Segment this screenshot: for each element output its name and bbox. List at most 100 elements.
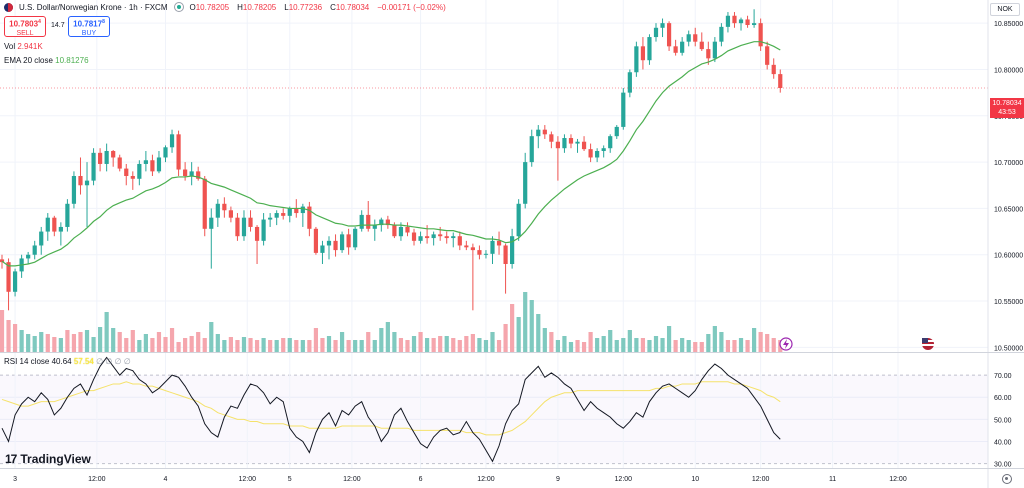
candle-body <box>294 208 299 214</box>
volume-bar <box>169 328 175 352</box>
volume-bar <box>758 332 763 352</box>
spread-value: 14.7 <box>51 22 65 29</box>
volume-bar <box>490 332 495 352</box>
volume-bar <box>6 320 11 352</box>
volume-bar <box>209 322 214 352</box>
flag-icon[interactable] <box>922 338 934 350</box>
time-tick-label: 12:00 <box>477 476 495 483</box>
rsi-legend[interactable]: RSI 14 close 40.64 57.54 ∅ ∅ ∅ ∅ <box>4 357 131 366</box>
ema-legend[interactable]: EMA 20 close 10.81276 <box>4 56 89 65</box>
currency-selector[interactable]: NOK <box>990 3 1020 16</box>
candle-body <box>254 226 260 241</box>
volume-bar <box>248 338 253 352</box>
buy-button[interactable]: 10.78178 BUY <box>68 16 110 37</box>
volume-bar <box>78 332 83 352</box>
volume-bar <box>183 338 188 352</box>
time-tick-label: 9 <box>556 476 560 483</box>
volume-bar <box>752 328 757 352</box>
sell-button[interactable]: 10.78034 SELL <box>4 16 46 37</box>
volume-bar <box>680 338 685 352</box>
volume-bar <box>660 338 665 352</box>
volume-bar <box>510 304 515 352</box>
time-tick-label: 3 <box>13 476 17 483</box>
price-tick-label: 10.65000 <box>994 206 1023 213</box>
volume-bar <box>274 340 279 352</box>
candle-body <box>385 219 390 226</box>
candle-body <box>405 226 410 233</box>
volume-bar <box>379 328 384 352</box>
volume-bar <box>65 330 70 352</box>
volume-bar <box>444 336 449 352</box>
volume-bar <box>124 338 129 352</box>
candle-body <box>71 176 77 204</box>
volume-bar <box>398 338 404 352</box>
candle-body <box>706 49 711 59</box>
volume-bar <box>732 340 737 352</box>
volume-bar <box>555 340 560 352</box>
candle-body <box>26 254 31 259</box>
volume-bar <box>568 342 574 352</box>
candle-body <box>464 245 469 248</box>
volume-bar <box>706 334 711 352</box>
volume-legend[interactable]: Vol 2.941K <box>4 42 43 51</box>
candle-body <box>137 163 142 179</box>
candle-body <box>595 150 600 158</box>
volume-bar <box>765 334 770 352</box>
volume-bar <box>595 338 600 352</box>
volume-bar <box>771 338 776 352</box>
candle-body <box>215 203 220 218</box>
price-tick-label: 10.70000 <box>994 160 1023 167</box>
volume-bar <box>411 336 417 352</box>
volume-bar <box>529 300 534 352</box>
volume-bar <box>58 338 63 352</box>
volume-bar <box>581 342 587 352</box>
volume-bar <box>71 334 77 352</box>
volume-bar <box>738 338 744 352</box>
volume-bar <box>418 332 423 352</box>
volume-bar <box>287 338 292 352</box>
lightning-icon[interactable] <box>779 337 793 351</box>
candle-body <box>680 41 685 53</box>
volume-bar <box>228 337 233 352</box>
candle-body <box>555 141 560 149</box>
volume-bar <box>268 340 273 352</box>
gear-icon[interactable] <box>1002 474 1012 484</box>
volume-bar <box>196 332 201 352</box>
candle-body <box>287 208 292 216</box>
change-value: −0.00171 (−0.02%) <box>377 2 446 12</box>
rsi-tick-label: 70.00 <box>994 373 1012 380</box>
time-tick-label: 12:00 <box>238 476 256 483</box>
candle-body <box>575 141 580 144</box>
candle-body <box>353 228 358 248</box>
volume-bar <box>359 340 364 352</box>
time-tick-label: 12:00 <box>88 476 106 483</box>
volume-bar <box>673 340 678 352</box>
volume-bar <box>712 326 717 352</box>
candle-body <box>673 46 678 53</box>
candle-body <box>176 134 181 170</box>
volume-bar <box>339 332 345 352</box>
market-status-icon[interactable] <box>173 2 184 12</box>
volume-bar <box>137 340 142 352</box>
candle-body <box>503 245 508 264</box>
candle-body <box>6 262 11 292</box>
candle-body <box>398 226 404 237</box>
volume-bar <box>725 340 731 352</box>
volume-bar <box>39 332 44 352</box>
candle-body <box>719 26 724 42</box>
candle-body <box>189 171 194 176</box>
volume-bar <box>542 328 547 352</box>
volume-bar <box>483 340 489 352</box>
ema-20-line <box>1 41 781 267</box>
candle-body <box>601 148 606 151</box>
volume-bar <box>32 336 37 352</box>
candle-body <box>496 240 502 246</box>
volume-bar <box>516 317 521 352</box>
symbol-title[interactable]: U.S. Dollar/Norwegian Krone · 1h · FXCM <box>19 2 168 12</box>
rsi-tick-label: 50.00 <box>994 417 1012 424</box>
volume-bar <box>326 336 332 352</box>
volume-bar <box>601 336 606 352</box>
candle-body <box>686 34 691 42</box>
candle-body <box>117 157 122 169</box>
